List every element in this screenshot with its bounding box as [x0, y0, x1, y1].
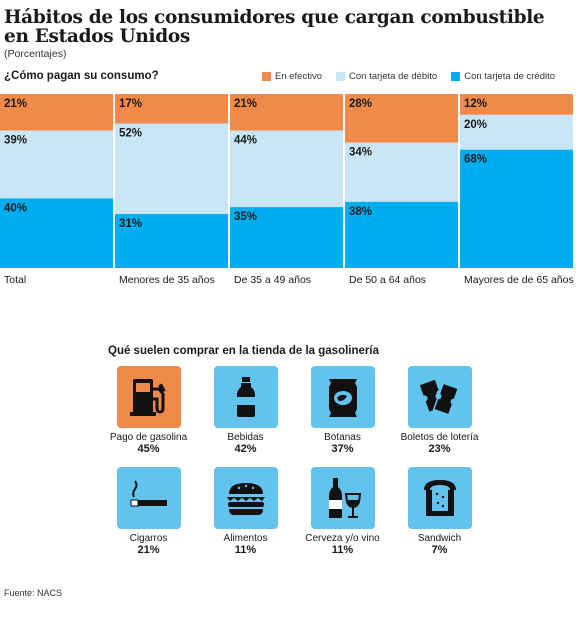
fuel-pump-tile — [116, 366, 181, 428]
wine-bottle-glass-icon — [328, 478, 361, 518]
chart-question: ¿Cómo pagan su consumo? — [4, 70, 159, 82]
item-label: Cerveza y/o vino — [305, 533, 380, 544]
item-value: 45% — [137, 443, 160, 455]
legend-item-credit: Con tarjeta de crédito — [451, 71, 555, 82]
chart-title: Hábitos de los consumidores que cargan c… — [4, 7, 545, 47]
item-value: 37% — [331, 443, 354, 455]
bar-segment-cash — [115, 94, 228, 124]
purchase-item-snacks: Botanas 37% — [294, 366, 391, 455]
bar-value-label: 39% — [4, 135, 27, 147]
bar-segment-credit — [230, 207, 343, 268]
purchases-grid: Pago de gasolina 45% Bebidas 42% Botanas… — [100, 366, 500, 556]
bar-value-label: 38% — [349, 206, 372, 218]
snack-bag-tile — [310, 366, 375, 428]
bottle-icon — [236, 377, 255, 417]
legend-label-credit: Con tarjeta de crédito — [464, 71, 556, 82]
category-label: Menores de 35 años — [119, 274, 215, 286]
fuel-pump-icon — [129, 379, 166, 416]
bar-value-label: 31% — [119, 218, 142, 230]
purchase-item-drinks: Bebidas 42% — [197, 366, 294, 455]
bar-value-label: 20% — [464, 119, 487, 131]
item-label: Alimentos — [223, 533, 268, 544]
chart-subtitle: (Porcentajes) — [4, 48, 67, 60]
category-label: De 50 a 64 años — [349, 274, 426, 286]
item-value: 11% — [234, 544, 257, 556]
legend-label-cash: En efectivo — [275, 71, 322, 82]
bar-segment-debit — [0, 130, 113, 199]
bar-segment-credit — [345, 201, 458, 268]
item-value: 23% — [428, 443, 451, 455]
item-label: Sandwich — [417, 533, 462, 544]
purchase-item-beer-wine: Cerveza y/o vino 11% — [294, 467, 391, 556]
purchase-item-sandwich: Sandwich 7% — [391, 467, 488, 556]
purchase-item-cigarettes: Cigarros 21% — [100, 467, 197, 556]
bottle-tile — [213, 366, 278, 428]
item-value: 21% — [137, 544, 160, 556]
stacked-bar-chart: 21% 39% 40% Total 17% 52% 31% Menores de 35 año… — [0, 94, 574, 286]
item-value: 11% — [331, 544, 354, 556]
wine-bottle-glass-tile — [310, 467, 375, 529]
purchase-item-gasoline: Pago de gasolina 45% — [100, 366, 197, 455]
bar-value-label: 21% — [4, 98, 27, 110]
category-label: Total — [4, 274, 26, 286]
cigarette-icon — [130, 480, 167, 507]
purchases-title: Qué suelen comprar en la tienda de la ga… — [108, 345, 379, 357]
bar-value-label: 68% — [464, 154, 487, 166]
source-note: Fuente: NACS — [4, 588, 63, 598]
purchase-item-lottery: Boletos de lotería 23% — [391, 366, 488, 455]
toast-icon — [423, 480, 456, 516]
bar-segment-debit — [115, 123, 228, 215]
item-value: 42% — [234, 443, 257, 455]
burger-icon — [226, 483, 265, 515]
item-label: Botanas — [324, 432, 361, 443]
cigarette-tile — [116, 467, 181, 529]
legend-label-debit: Con tarjeta de débito — [349, 71, 438, 82]
bar-value-label: 21% — [234, 98, 257, 110]
legend-swatch-debit — [336, 72, 345, 81]
item-value: 7% — [431, 544, 448, 556]
item-label: Pago de gasolina — [109, 432, 188, 443]
legend-swatch-credit — [451, 72, 461, 81]
item-label: Bebidas — [227, 432, 264, 443]
bar-value-label: 40% — [4, 202, 27, 214]
bar-segment-credit — [460, 149, 573, 268]
item-label: Boletos de lotería — [400, 432, 479, 443]
purchase-item-food: Alimentos 11% — [197, 467, 294, 556]
legend-swatch-cash — [262, 72, 271, 81]
bar-value-label: 44% — [234, 135, 257, 147]
bar-segment-debit — [345, 142, 458, 202]
bar-segment-cash — [230, 94, 343, 131]
legend: En efectivo Con tarjeta de débito Con ta… — [262, 71, 569, 82]
legend-item-debit: Con tarjeta de débito — [336, 71, 437, 82]
category-label: Mayores de de 65 años — [464, 274, 574, 286]
bar-segment-cash — [0, 94, 113, 131]
bar-segment-debit — [230, 130, 343, 208]
bar-value-label: 28% — [349, 98, 372, 110]
bar-value-label: 52% — [119, 128, 142, 140]
lottery-ticket-icon — [419, 379, 459, 416]
item-label: Cigarros — [129, 533, 168, 544]
legend-item-cash: En efectivo — [262, 71, 322, 82]
snack-bag-icon — [328, 379, 357, 417]
bar-segment-debit — [460, 114, 573, 150]
bar-segment-cash — [345, 94, 458, 143]
bar-value-label: 17% — [119, 98, 142, 110]
burger-tile — [213, 467, 278, 529]
bar-segment-credit — [115, 214, 228, 268]
bar-value-label: 12% — [464, 98, 487, 110]
bar-value-label: 35% — [234, 211, 257, 223]
bar-segment-credit — [0, 198, 113, 268]
toast-tile — [407, 467, 472, 529]
lottery-ticket-tile — [407, 366, 472, 428]
bar-segment-cash — [460, 94, 573, 115]
category-label: De 35 a 49 años — [234, 274, 311, 286]
bar-value-label: 34% — [349, 147, 372, 159]
